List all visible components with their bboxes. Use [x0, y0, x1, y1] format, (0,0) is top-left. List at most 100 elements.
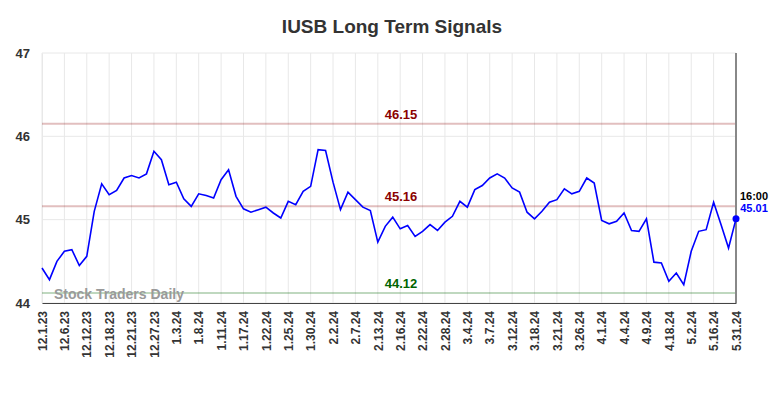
x-tick: 12.18.23	[103, 303, 117, 358]
y-tick-label: 45	[16, 212, 30, 227]
y-tick: 45	[16, 212, 42, 227]
x-tick-label: 1.25.24	[282, 311, 296, 351]
x-tick: 3.12.24	[506, 303, 520, 351]
x-tick-label: 2.16.24	[394, 311, 408, 351]
x-tick: 2.7.24	[349, 303, 363, 344]
x-tick: 12.21.23	[125, 303, 139, 358]
x-tick: 2.13.24	[372, 303, 386, 351]
y-axis: 44 45 46 47	[16, 46, 43, 311]
x-tick: 3.26.24	[573, 303, 587, 351]
x-tick-label: 4.4.24	[618, 311, 632, 345]
price-line	[42, 150, 736, 285]
grid-line-x	[422, 53, 423, 303]
grid-line-x	[556, 53, 557, 303]
grid-line-x	[646, 53, 647, 303]
x-tick-label: 1.22.24	[260, 311, 274, 351]
reference-line	[42, 205, 736, 207]
grid-line-x	[355, 53, 356, 303]
reference-label: 45.16	[385, 189, 418, 204]
watermark: Stock Traders Daily	[54, 286, 184, 302]
y-tick-label: 46	[16, 129, 30, 144]
x-tick-label: 3.21.24	[551, 311, 565, 351]
x-tick: 1.30.24	[304, 303, 318, 351]
last-value-label: 45.01	[740, 202, 768, 214]
x-tick: 12.6.23	[58, 303, 72, 351]
y-tick: 47	[16, 46, 42, 61]
grid-line-x	[579, 53, 580, 303]
x-tick: 3.7.24	[483, 303, 497, 344]
x-tick-label: 12.12.23	[80, 311, 94, 358]
grid	[42, 53, 736, 303]
grid-line-x	[691, 53, 692, 303]
grid-line-x	[624, 53, 625, 303]
x-tick: 5.2.24	[685, 303, 699, 344]
x-tick: 1.11.24	[215, 303, 229, 350]
time-label: 16:00	[740, 190, 768, 202]
grid-line-y	[42, 303, 736, 304]
grid-line-x	[243, 53, 244, 303]
x-tick-label: 3.4.24	[461, 311, 475, 345]
x-tick: 1.3.24	[170, 303, 184, 344]
grid-line-x	[42, 53, 43, 303]
grid-line-x	[512, 53, 513, 303]
grid-line-x	[400, 53, 401, 303]
grid-line-y	[42, 53, 736, 54]
grid-line-x	[64, 53, 65, 303]
x-tick-label: 4.18.24	[663, 311, 677, 351]
x-tick-label: 12.1.23	[36, 311, 50, 351]
grid-line-x	[153, 53, 154, 303]
x-tick: 5.16.24	[707, 303, 721, 351]
y-tick: 44	[16, 296, 42, 311]
reference-label: 46.15	[385, 107, 418, 122]
x-tick: 2.16.24	[394, 303, 408, 351]
x-tick: 3.4.24	[461, 303, 475, 344]
x-tick: 3.21.24	[551, 303, 565, 351]
grid-line-x	[736, 53, 737, 303]
x-tick-label: 1.30.24	[304, 311, 318, 351]
x-tick: 4.4.24	[618, 303, 632, 344]
grid-line-x	[713, 53, 714, 303]
grid-line-x	[310, 53, 311, 303]
x-tick: 1.22.24	[260, 303, 274, 351]
x-tick: 3.18.24	[528, 303, 542, 351]
x-tick: 5.31.24	[730, 303, 744, 351]
reference-label: 44.12	[385, 276, 418, 291]
x-tick-label: 3.7.24	[483, 311, 497, 345]
reference-lines: 46.15 45.16 44.12	[42, 107, 736, 293]
y-axis-line	[42, 54, 43, 304]
x-tick: 1.17.24	[237, 303, 251, 351]
x-tick-label: 2.22.24	[416, 311, 430, 351]
x-tick-label: 2.28.24	[439, 311, 453, 351]
grid-line-x	[534, 53, 535, 303]
x-tick-label: 5.31.24	[730, 311, 744, 351]
last-point-line	[735, 53, 737, 303]
grid-line-x	[265, 53, 266, 303]
grid-line-x	[377, 53, 378, 303]
x-tick-label: 4.1.24	[595, 311, 609, 345]
y-tick-label: 44	[16, 296, 31, 311]
x-tick-label: 12.27.23	[148, 311, 162, 358]
grid-line-x	[86, 53, 87, 303]
x-tick-label: 3.26.24	[573, 311, 587, 351]
chart: IUSB Long Term Signals4445464712.1.2312.…	[0, 0, 784, 398]
reference-line	[42, 123, 736, 125]
grid-line-y	[42, 136, 736, 137]
x-tick: 12.27.23	[148, 303, 162, 358]
y-tick: 46	[16, 129, 42, 144]
x-tick: 1.25.24	[282, 303, 296, 351]
x-tick-label: 2.2.24	[327, 311, 341, 345]
x-tick-label: 1.11.24	[215, 311, 229, 351]
x-tick: 4.9.24	[640, 303, 654, 344]
x-tick-label: 5.2.24	[685, 311, 699, 345]
grid-line-x	[288, 53, 289, 303]
x-tick-label: 2.13.24	[372, 311, 386, 351]
x-tick: 4.18.24	[663, 303, 677, 351]
x-tick-label: 1.3.24	[170, 311, 184, 345]
x-tick-label: 3.18.24	[528, 311, 542, 351]
x-tick-label: 12.21.23	[125, 311, 139, 358]
x-tick-label: 4.9.24	[640, 311, 654, 345]
last-point	[733, 215, 740, 222]
grid-line-x	[601, 53, 602, 303]
x-tick: 2.28.24	[439, 303, 453, 351]
plot	[42, 150, 740, 285]
